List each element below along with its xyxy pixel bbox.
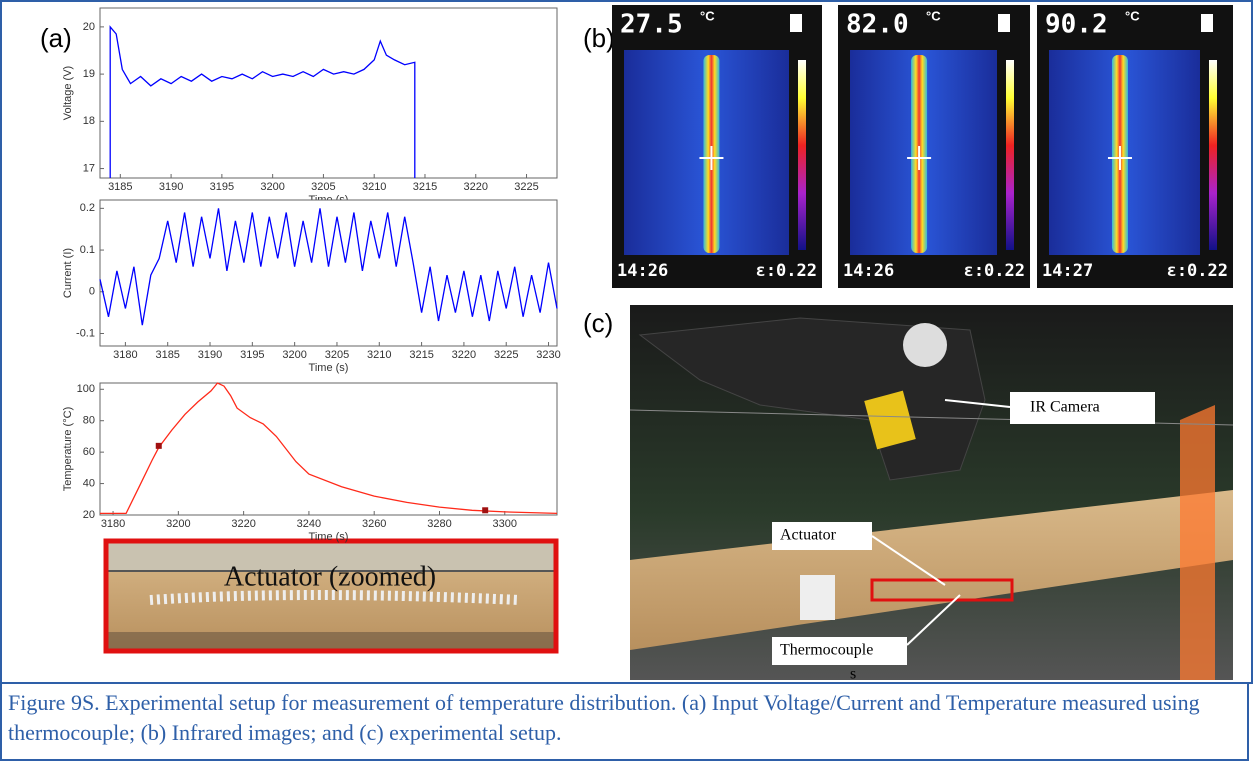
x-tick-label: 3225 [514,181,538,193]
figure: (a) (b) (c) Actuator (zoomed) IR Camera … [0,0,1253,684]
x-tick-label: 3185 [108,181,132,193]
arrow [871,535,946,586]
crosshair [907,146,932,170]
x-tick-label: 3280 [427,518,451,530]
crosshair [699,146,724,170]
panel-label: (a) [40,23,72,53]
marker [482,507,489,514]
ir-unit: °C [926,8,941,23]
x-tick-label: 3260 [362,518,386,530]
color-bar [1209,60,1217,250]
plot-area [99,382,558,516]
x-tick-label: 3220 [464,181,488,193]
x-axis-label: Time (s) [309,531,349,543]
x-tick-label: 3195 [210,181,234,193]
arrow [944,399,1011,408]
callout-box [1010,392,1155,424]
ir-time: 14:27 [1042,261,1093,281]
ir-temp: 82.0 [846,10,909,40]
x-axis-label: Time (s) [309,362,349,374]
ir-time: 14:26 [617,261,668,281]
stray-text: s [850,666,856,683]
x-tick-label: 3200 [166,518,190,530]
y-tick-label: 0.2 [80,202,95,214]
x-tick-label: 3205 [311,181,335,193]
plot-area [99,7,558,179]
x-tick-label: 3205 [325,349,349,361]
ir-time: 14:26 [843,261,894,281]
crosshair [1107,146,1132,170]
arrow [906,594,961,646]
marker [155,442,162,449]
y-tick-label: 60 [83,446,95,458]
ir-temp: 27.5 [620,10,683,40]
x-tick-label: 3185 [155,349,179,361]
y-tick-label: 0 [89,286,95,298]
x-tick-label: 3200 [282,349,306,361]
data-line [99,208,558,326]
ir-image: 82.0 °C 14:26 ε:0.22 [838,5,1030,288]
x-tick-label: 3180 [113,349,137,361]
y-tick-label: 80 [83,415,95,427]
x-tick-label: 3215 [409,349,433,361]
x-tick-label: 3300 [493,518,517,530]
y-tick-label: 19 [83,68,95,80]
panel-label: (c) [583,308,613,338]
x-tick-label: 3220 [231,518,255,530]
x-tick-label: 3195 [240,349,264,361]
battery-icon [1201,14,1213,32]
zoom-label: Actuator (zoomed) [224,561,436,592]
x-tick-label: 3210 [367,349,391,361]
y-axis-label: Voltage (V) [62,66,74,120]
ir-unit: °C [1125,8,1140,23]
color-bar [798,60,806,250]
y-tick-label: 100 [77,383,95,395]
ir-unit: °C [700,8,715,23]
callout: IR Camera [1030,399,1100,416]
x-tick-label: 3240 [297,518,321,530]
ir-image: 90.2 °C 14:27 ε:0.22 [1037,5,1233,288]
y-tick-label: 17 [83,162,95,174]
ir-image: 27.5 °C 14:26 ε:0.22 [612,5,822,288]
x-tick-label: 3210 [362,181,386,193]
x-tick-label: 3200 [260,181,284,193]
x-tick-label: 3220 [452,349,476,361]
x-tick-label: 3225 [494,349,518,361]
y-tick-label: 20 [83,509,95,521]
caption: Figure 9S. Experimental setup for measur… [0,683,1249,761]
setup-photo [629,305,1234,680]
plot-area [99,199,558,347]
x-tick-label: 3190 [159,181,183,193]
color-bar [1006,60,1014,250]
battery-icon [790,14,802,32]
ir-temp: 90.2 [1045,10,1108,40]
x-tick-label: 3190 [198,349,222,361]
y-axis-label: Temperature (°C) [62,407,74,491]
zoom-photo: Actuator (zoomed) [103,538,559,654]
y-axis-label: Current (I) [62,248,74,298]
x-tick-label: 3230 [536,349,560,361]
ir-emissivity: ε:0.22 [756,261,817,281]
battery-icon [998,14,1010,32]
ir-emissivity: ε:0.22 [964,261,1025,281]
callout-box [772,637,907,665]
x-tick-label: 3215 [413,181,437,193]
data-line [109,25,416,178]
y-tick-label: 40 [83,477,95,489]
y-tick-label: 20 [83,21,95,33]
callout: Actuator [780,527,837,544]
y-tick-label: 0.1 [80,244,95,256]
x-tick-label: 3180 [101,518,125,530]
y-tick-label: 18 [83,115,95,127]
ir-emissivity: ε:0.22 [1167,261,1228,281]
y-tick-label: -0.1 [76,327,95,339]
callout: Thermocouple [780,642,873,659]
callout-box [772,522,872,550]
panel-label: (b) [583,23,615,53]
